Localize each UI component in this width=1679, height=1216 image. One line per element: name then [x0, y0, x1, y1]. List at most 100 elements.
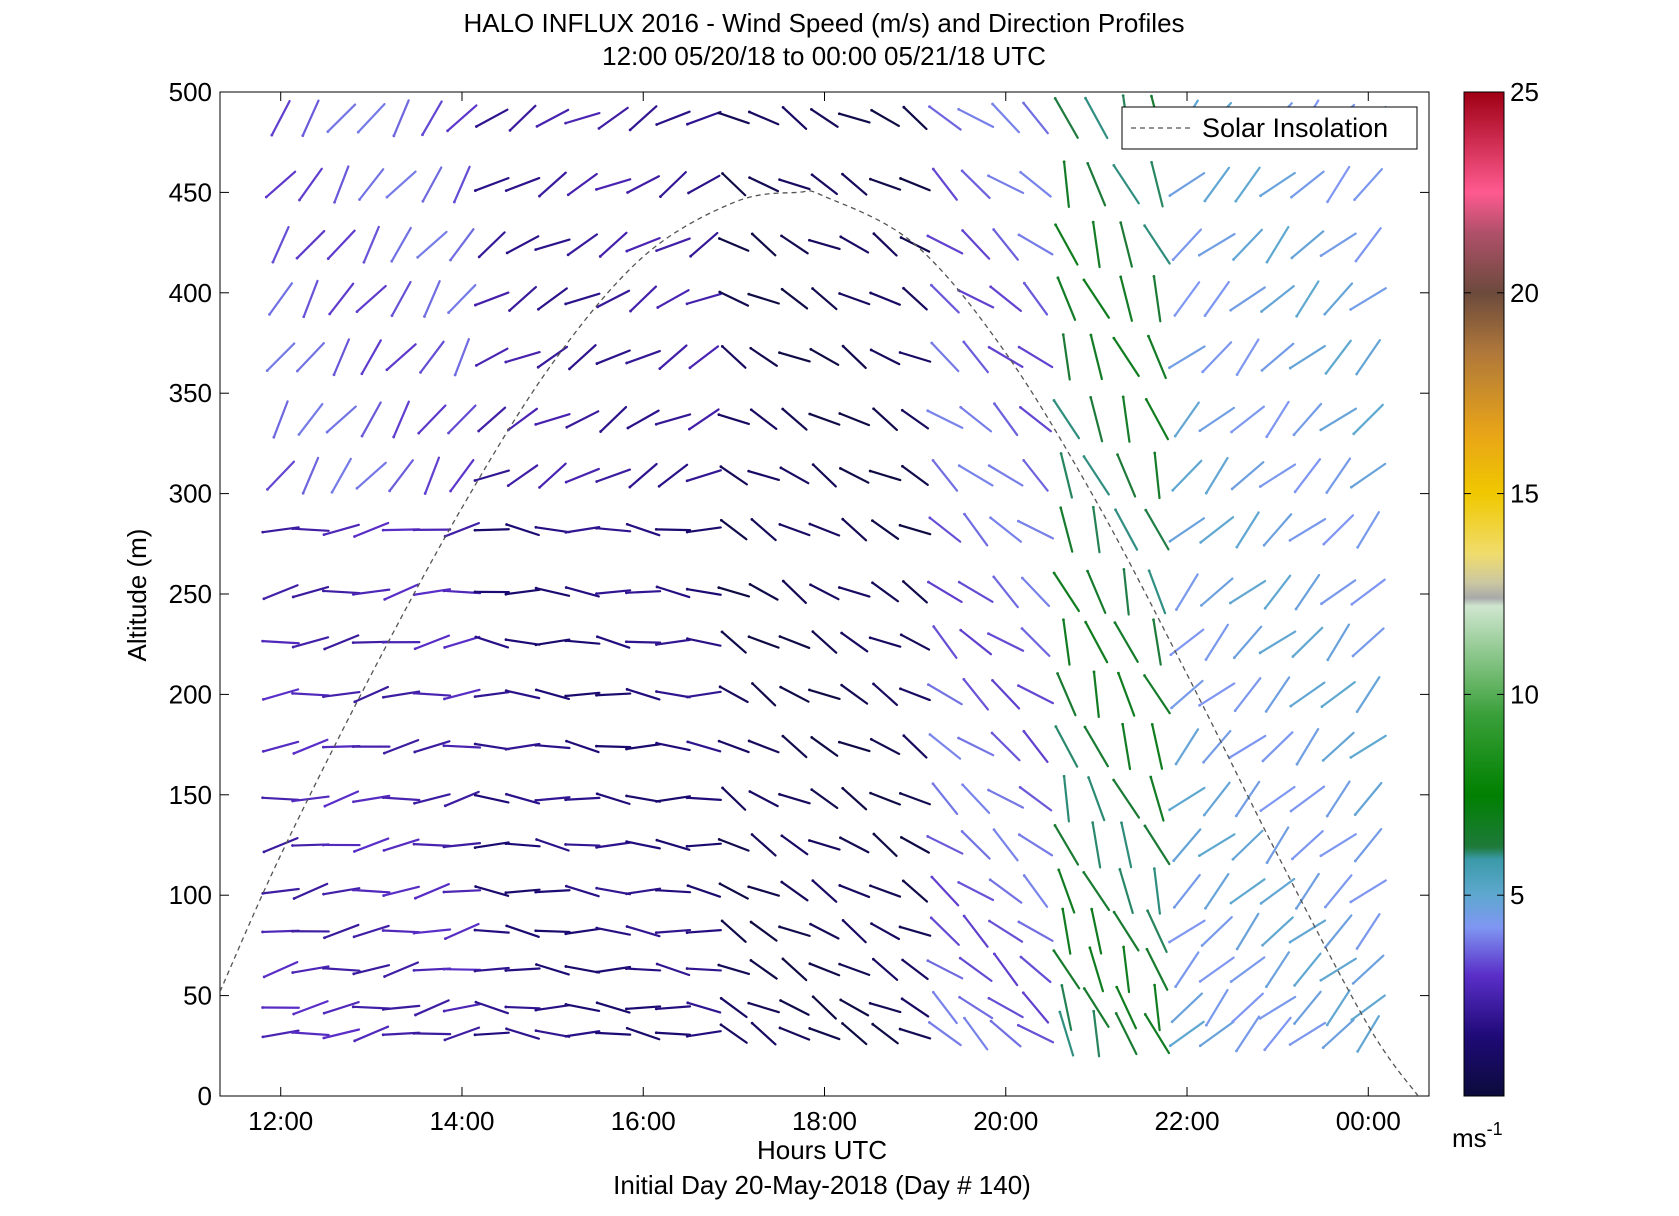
wind-barb-tip [686, 884, 690, 888]
wind-barb-tip [564, 965, 568, 968]
wind-barb-tip [325, 430, 329, 434]
wind-barb [750, 408, 778, 430]
wind-barb-tip [928, 733, 932, 736]
wind-barb-tip [1052, 571, 1056, 575]
wind-barb [901, 958, 929, 981]
wind-barb [992, 228, 1019, 261]
wind-barb-tip [718, 290, 722, 294]
y-tick-label: 500 [169, 77, 212, 107]
wind-barb [596, 792, 631, 805]
wind-barb [748, 583, 779, 601]
wind-barb [686, 469, 722, 482]
wind-barb [414, 883, 450, 900]
wind-barb-tip [1198, 703, 1201, 707]
wind-barb-tip [1084, 620, 1088, 624]
wind-barb [360, 401, 382, 438]
wind-barb-tip [717, 237, 721, 240]
wind-barb-tip [505, 1027, 508, 1031]
wind-barb [1018, 833, 1054, 857]
wind-barb-tip [1259, 901, 1263, 905]
wind-barb [686, 110, 722, 126]
wind-barb-tip [1174, 608, 1178, 611]
wind-barb [443, 688, 481, 701]
wind-barb [1171, 992, 1204, 1023]
wind-barb-tip [928, 516, 932, 520]
wind-barb [1349, 287, 1387, 311]
wind-barb-tip [412, 691, 416, 695]
wind-barb-tip [360, 372, 364, 376]
wind-barb [507, 407, 538, 431]
wind-barb-tip [330, 490, 334, 494]
wind-barb [625, 349, 661, 365]
wind-barb [932, 625, 958, 659]
wind-barb [1356, 1015, 1380, 1053]
wind-barb [261, 639, 300, 645]
wind-barb [1324, 874, 1353, 909]
wind-barb-tip [326, 257, 330, 260]
colorbar-tick-label: 5 [1510, 880, 1524, 910]
wind-barb-tip [778, 792, 781, 796]
wind-barb [1204, 623, 1229, 661]
wind-barb-tip [719, 465, 723, 469]
wind-barb-tip [1293, 490, 1297, 494]
wind-barb-tip [871, 1022, 875, 1026]
wind-barb [778, 351, 811, 363]
y-tick-label: 300 [169, 479, 212, 509]
wind-barb-tip [261, 698, 265, 701]
wind-barb [718, 882, 749, 900]
wind-barb [926, 234, 964, 255]
footer-label: Initial Day 20-May-2018 (Day # 140) [613, 1170, 1031, 1200]
wind-barb [869, 1002, 902, 1014]
wind-barb-tip [1152, 274, 1156, 278]
wind-barb-tip [1232, 656, 1236, 660]
wind-barb-tip [872, 407, 875, 411]
wind-barb [1290, 170, 1325, 199]
wind-barb [414, 999, 450, 1017]
wind-barb [1320, 681, 1356, 708]
wind-barb [1060, 984, 1073, 1031]
wind-barb [323, 1001, 360, 1015]
wind-barb-tip [1355, 947, 1359, 950]
wind-barb [685, 967, 722, 972]
wind-barb [352, 924, 390, 938]
wind-barb [720, 630, 747, 654]
wind-barb [989, 1020, 1022, 1048]
wind-barb-tip [808, 238, 811, 242]
wind-barb-tip [534, 890, 538, 894]
wind-barb-tip [412, 969, 416, 972]
wind-barb [1062, 618, 1071, 666]
wind-barb [328, 282, 355, 316]
wind-barb [625, 887, 662, 895]
wind-barb [1231, 461, 1265, 490]
wind-barb [564, 691, 601, 698]
wind-barb [413, 793, 451, 805]
wind-barb [808, 839, 841, 851]
wind-barb-tip [1112, 336, 1116, 340]
wind-barb-tip [837, 740, 841, 744]
wind-barb [780, 880, 809, 902]
wind-barb [538, 171, 567, 198]
wind-barb-tip [1355, 710, 1359, 714]
wind-barb-tip [655, 123, 659, 126]
wind-barb-tip [442, 744, 446, 748]
wind-barb [1059, 506, 1074, 553]
wind-barb [475, 347, 509, 367]
y-tick-label: 400 [169, 278, 212, 308]
wind-barb [1019, 406, 1052, 433]
wind-barb [812, 995, 837, 1020]
wind-barb [656, 289, 690, 309]
wind-barb-tip [1115, 985, 1119, 989]
wind-barb-tip [809, 108, 813, 111]
wind-barb-tip [564, 586, 568, 589]
wind-barb-tip [1231, 857, 1235, 861]
wind-barb [567, 233, 599, 256]
wind-barb [449, 458, 475, 493]
wind-barb-tip [1143, 224, 1147, 228]
x-tick-label: 12:00 [248, 1106, 313, 1136]
wind-barb-tip [1082, 870, 1086, 874]
wind-barb [748, 790, 779, 808]
wind-barb-tip [390, 314, 394, 318]
wind-barb-tip [595, 526, 598, 530]
wind-barb [811, 287, 838, 311]
wind-barb [1144, 1013, 1171, 1055]
